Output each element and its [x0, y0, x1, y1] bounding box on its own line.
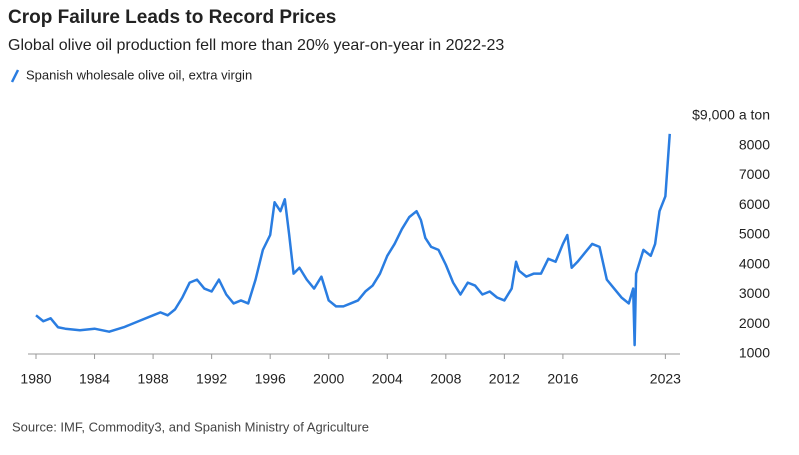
x-tick-label: 2000	[313, 371, 344, 387]
x-tick-label: 1996	[255, 371, 286, 387]
y-tick-label: 8000	[739, 136, 770, 152]
x-tick-label: 2023	[650, 371, 681, 387]
x-tick-label: 2012	[489, 371, 520, 387]
y-tick-label: 2000	[739, 315, 770, 331]
x-tick-label: 2016	[547, 371, 578, 387]
legend-label: Spanish wholesale olive oil, extra virgi…	[26, 67, 252, 82]
chart-title: Crop Failure Leads to Record Prices	[8, 7, 336, 28]
chart-subtitle: Global olive oil production fell more th…	[8, 37, 504, 54]
y-tick-label: 3000	[739, 285, 770, 301]
y-tick-label: 7000	[739, 166, 770, 182]
y-tick-label: 1000	[739, 345, 770, 361]
y-tick-label: 6000	[739, 196, 770, 212]
y-tick-label: 4000	[739, 255, 770, 271]
legend-swatch	[10, 69, 20, 83]
x-tick-label: 1988	[138, 371, 169, 387]
x-tick-label: 1992	[196, 371, 227, 387]
series-line	[35, 133, 672, 347]
y-tick-label: 5000	[739, 226, 770, 242]
x-tick-label: 2008	[430, 371, 461, 387]
x-tick-label: 2004	[372, 371, 403, 387]
x-tick-label: 1984	[79, 371, 110, 387]
x-tick-label: 1980	[20, 371, 51, 387]
source: Source: IMF, Commodity3, and Spanish Min…	[12, 419, 369, 434]
y-tick-label: $9,000 a ton	[692, 107, 770, 123]
